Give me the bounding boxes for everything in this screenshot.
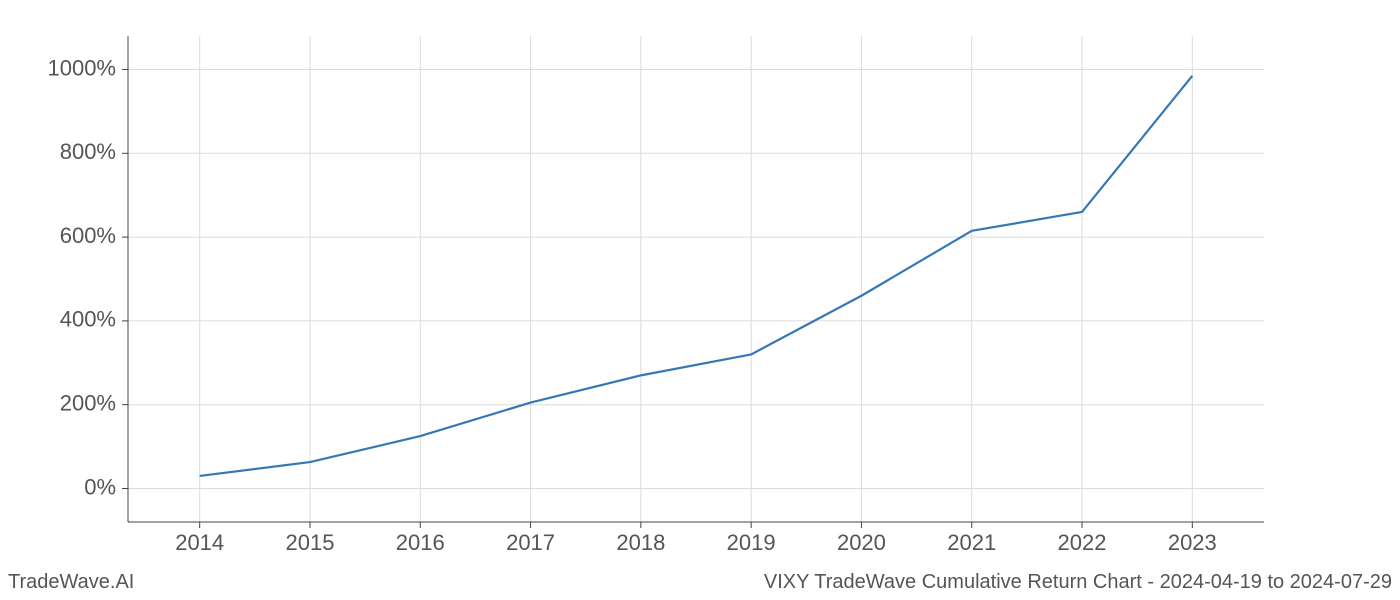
x-tick-label: 2019 [727,530,776,555]
y-tick-label: 200% [60,391,116,416]
line-chart: 0% 200% 400% 600% 800% 1000% 2014 2015 2016 2017… [0,0,1400,600]
x-tick-label: 2020 [837,530,886,555]
x-tick-label: 2015 [286,530,335,555]
series-line [200,76,1193,476]
y-tick-label: 400% [60,307,116,332]
y-tick-label: 1000% [47,55,116,80]
y-tick-label: 800% [60,139,116,164]
y-tick-label: 600% [60,223,116,248]
chart-container: 0% 200% 400% 600% 800% 1000% 2014 2015 2016 2017… [0,0,1400,600]
x-tick-label: 2016 [396,530,445,555]
x-tick-label: 2017 [506,530,555,555]
data-line [200,76,1193,476]
x-tick-label: 2022 [1058,530,1107,555]
x-tick-label: 2021 [947,530,996,555]
x-tick-label: 2018 [616,530,665,555]
tick-marks [122,70,1192,528]
y-tick-label: 0% [84,474,116,499]
y-axis-tick-labels: 0% 200% 400% 600% 800% 1000% [47,55,116,499]
x-axis-tick-labels: 2014 2015 2016 2017 2018 2019 2020 2021 2022 2023 [175,530,1217,555]
x-tick-label: 2023 [1168,530,1217,555]
footer-brand-label: TradeWave.AI [8,571,134,594]
gridlines [128,36,1264,522]
footer-chart-caption: VIXY TradeWave Cumulative Return Chart -… [764,571,1392,594]
plot-spines [128,36,1264,522]
x-tick-label: 2014 [175,530,224,555]
